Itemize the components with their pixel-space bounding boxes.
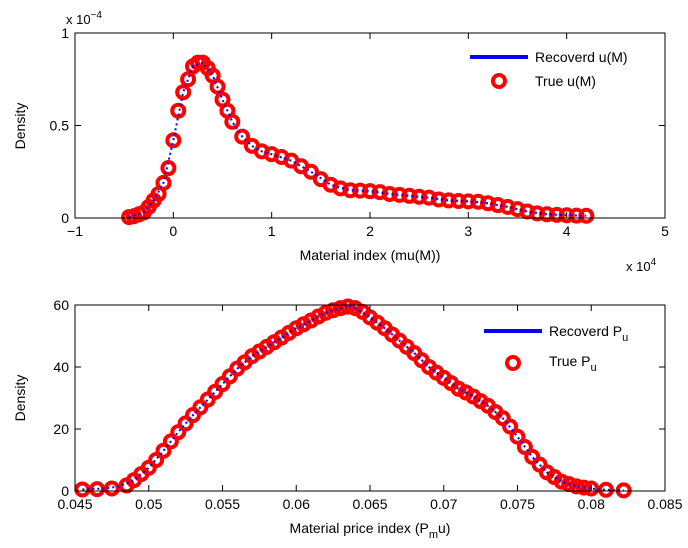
data-point-true — [529, 205, 546, 222]
data-point-true — [175, 84, 192, 101]
data-point-true — [325, 302, 342, 319]
data-point-true — [598, 481, 614, 498]
x-axis-label: Material price index (Pmu) — [290, 520, 451, 541]
y-tick-label: 60 — [53, 297, 69, 313]
legend-label-true: True u(M) — [535, 73, 596, 89]
data-point-true — [553, 473, 570, 490]
y-axis-label: Density — [12, 375, 28, 422]
data-point-true — [103, 480, 120, 497]
y-tick-label: 0 — [61, 483, 69, 499]
data-point-true — [583, 480, 600, 497]
data-point-true — [509, 428, 526, 445]
chart-material-index: −1 0 1 2 3 4 500.51 x 10−4 x 104 Material inde… — [12, 10, 669, 274]
y-tick-label: 0 — [61, 210, 69, 226]
data-point-true — [148, 452, 165, 468]
data-point-true — [381, 185, 398, 202]
data-point-true — [615, 482, 632, 499]
data-point-true — [339, 298, 356, 315]
data-point-true — [568, 478, 585, 495]
y-tick-label: 1 — [61, 25, 69, 41]
data-point-true — [209, 78, 226, 95]
y-tick-label: 20 — [53, 421, 69, 437]
axis-ticks: −1 0 1 2 3 4 500.51 — [50, 25, 670, 239]
legend-marker-true — [505, 355, 521, 371]
legend-marker-true — [491, 73, 507, 89]
axis-ticks: 0.045 0.05 0.055 0.06 0.065 0.07 0.075 0.08 0.08… — [53, 297, 682, 512]
x-tick-label: 5 — [661, 223, 669, 239]
plot-area — [74, 298, 632, 499]
data-point-true — [352, 182, 369, 199]
data-point-true — [430, 191, 447, 208]
legend-label-recovered: Recoverd u(M) — [535, 49, 628, 65]
legend: Recoverd Pu True Pu — [484, 323, 628, 374]
x-tick-label: 0 — [169, 223, 177, 239]
data-point-true — [391, 186, 408, 203]
data-point-true — [561, 476, 578, 493]
data-point-true — [342, 182, 359, 199]
x-tick-label: 2 — [366, 223, 374, 239]
plot-area — [121, 54, 595, 226]
legend: Recoverd u(M) True u(M) — [470, 49, 628, 89]
x-tick-label: 0.045 — [57, 496, 92, 512]
x-exponent-label: x 104 — [626, 257, 657, 274]
y-axis-label: Density — [12, 103, 28, 150]
x-tick-label: −1 — [67, 223, 83, 239]
data-point-true — [160, 160, 177, 177]
data-point-true — [362, 183, 378, 200]
y-exponent-label: x 10−4 — [66, 10, 102, 27]
data-point-true — [234, 128, 251, 145]
series-line-recovered — [128, 61, 587, 219]
legend-label-recovered: Recoverd Pu — [549, 323, 628, 344]
data-point-true — [317, 304, 334, 321]
data-point-true — [224, 113, 241, 130]
x-tick-label: 0.05 — [135, 496, 162, 512]
x-tick-label: 0.085 — [647, 496, 682, 512]
legend-label-true: True Pu — [549, 353, 597, 374]
x-tick-label: 0.08 — [578, 496, 605, 512]
x-tick-label: 0.075 — [500, 496, 535, 512]
data-point-true — [155, 442, 172, 459]
data-point-true — [332, 300, 349, 317]
data-point-true — [502, 418, 519, 435]
data-point-true — [155, 174, 172, 191]
x-tick-label: 3 — [464, 223, 472, 239]
y-tick-label: 0.5 — [50, 118, 70, 134]
x-tick-label: 0.065 — [352, 496, 387, 512]
data-point-true — [516, 438, 533, 455]
x-tick-label: 4 — [563, 223, 571, 239]
data-point-true — [303, 163, 319, 180]
x-tick-label: 1 — [268, 223, 276, 239]
x-tick-label: 0.055 — [205, 496, 240, 512]
x-tick-label: 0.07 — [430, 496, 457, 512]
x-axis-label: Material index (mu(M)) — [300, 247, 441, 263]
x-tick-label: 0.06 — [283, 496, 310, 512]
data-point-true — [165, 132, 182, 149]
data-point-true — [170, 102, 187, 119]
data-point-true — [162, 433, 179, 450]
chart-material-price-index: 0.045 0.05 0.055 0.06 0.065 0.07 0.075 0.08 0.08… — [12, 297, 683, 541]
data-point-true — [180, 71, 197, 88]
y-tick-label: 40 — [53, 359, 69, 375]
